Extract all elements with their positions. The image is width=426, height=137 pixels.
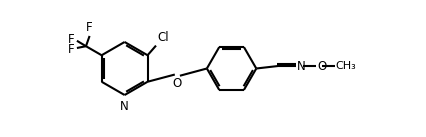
Text: Cl: Cl bbox=[157, 31, 168, 44]
Text: O: O bbox=[172, 77, 181, 90]
Text: O: O bbox=[317, 60, 326, 73]
Text: F: F bbox=[86, 21, 93, 34]
Text: N: N bbox=[120, 100, 129, 113]
Text: F: F bbox=[68, 33, 74, 46]
Text: N: N bbox=[296, 60, 305, 73]
Text: F: F bbox=[68, 43, 74, 56]
Text: CH₃: CH₃ bbox=[335, 61, 355, 71]
